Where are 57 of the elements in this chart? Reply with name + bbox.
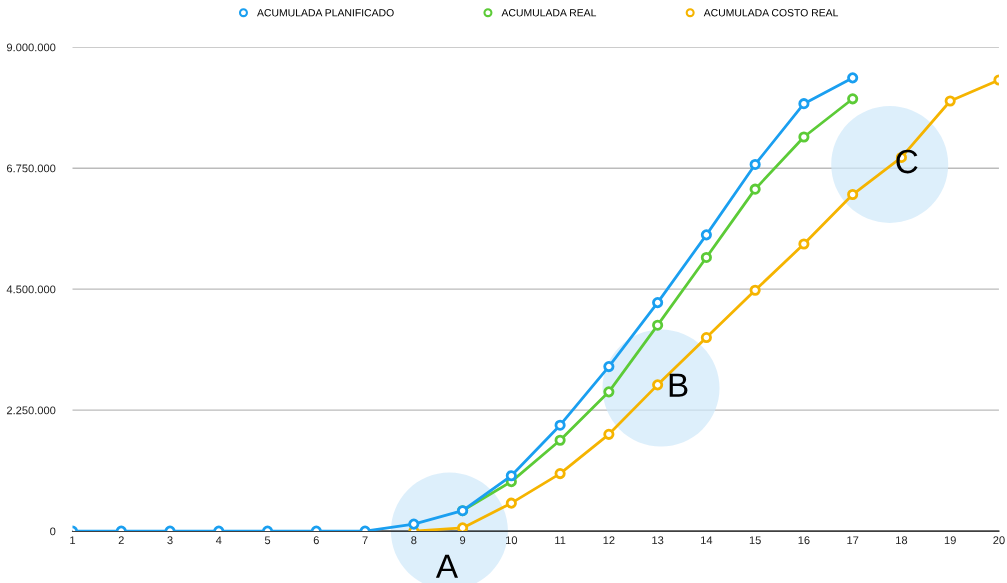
point — [847, 72, 859, 84]
point — [749, 284, 761, 296]
point — [554, 419, 566, 431]
x-tick-label: 8 — [411, 536, 417, 545]
x-tick-label: 20 — [993, 536, 1005, 545]
point — [603, 428, 615, 440]
legend-label: ACUMULADA PLANIFICADO — [257, 9, 394, 17]
point — [798, 131, 810, 143]
x-tick-label: 5 — [264, 536, 271, 545]
point — [505, 497, 517, 509]
point — [652, 379, 664, 391]
x-tick-label: 18 — [896, 536, 908, 545]
x-tick-label: 10 — [506, 536, 518, 545]
point — [652, 297, 664, 309]
x-tick-label: 1 — [70, 536, 76, 545]
x-tick-label: 11 — [555, 536, 566, 545]
x-tick-label: 17 — [847, 536, 859, 545]
x-tick-label: 6 — [313, 536, 319, 545]
y-tick-label: 2.250.000 — [6, 406, 56, 415]
annotation: A — [435, 554, 459, 578]
point — [700, 229, 712, 241]
annotation: B — [669, 373, 688, 397]
x-tick-label: 9 — [460, 536, 466, 545]
x-tick-label: 16 — [798, 536, 810, 545]
point — [798, 238, 810, 250]
x-tick-label: 14 — [701, 536, 713, 545]
point — [749, 183, 761, 195]
point — [700, 332, 712, 344]
point — [505, 470, 517, 482]
point — [554, 434, 566, 446]
x-tick-label: 12 — [603, 536, 615, 545]
point — [603, 361, 615, 373]
x-tick-label: 19 — [944, 536, 956, 545]
annotation: C — [896, 149, 918, 174]
y-tick-label: 6.750.000 — [6, 164, 56, 173]
legend-label: ACUMULADA REAL — [501, 9, 597, 17]
y-tick-label: 4.500.000 — [6, 285, 56, 294]
y-tick-label: 9.000.000 — [6, 43, 56, 52]
point — [847, 188, 859, 201]
point — [408, 518, 420, 530]
x-tick-label: 3 — [167, 536, 173, 545]
x-tick-label: 7 — [362, 536, 368, 545]
point — [554, 468, 566, 480]
x-tick-label: 2 — [118, 536, 124, 545]
point — [700, 251, 712, 263]
point — [798, 98, 810, 110]
point — [652, 319, 664, 331]
point — [457, 522, 469, 532]
x-tick-label: 13 — [652, 536, 664, 545]
legend-label: ACUMULADA COSTO REAL — [703, 9, 839, 17]
point — [603, 386, 615, 398]
x-tick-label: 15 — [749, 536, 761, 545]
point — [944, 95, 956, 107]
y-tick-label: 0 — [50, 527, 56, 536]
point — [749, 158, 761, 170]
point — [847, 93, 859, 105]
x-tick-label: 4 — [215, 536, 222, 545]
